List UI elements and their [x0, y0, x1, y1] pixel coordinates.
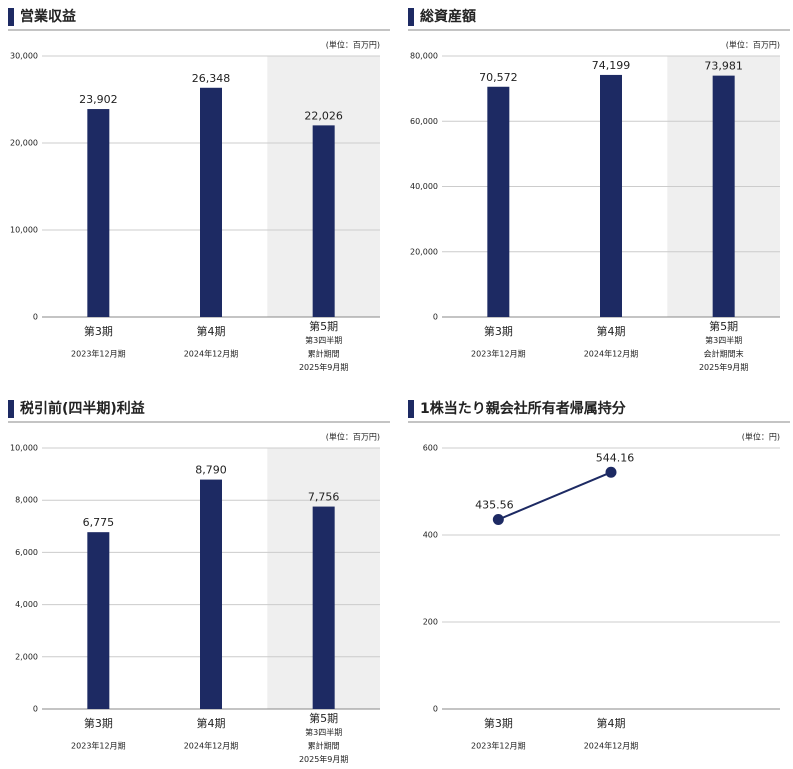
value-label: 544.16 [596, 451, 635, 464]
value-label: 22,026 [304, 109, 343, 122]
x-tick-label: 累計期間 [308, 349, 340, 359]
y-tick-label: 2,000 [15, 652, 38, 661]
x-tick-label: 第3四半期 [705, 335, 742, 345]
title-marker [408, 8, 414, 26]
y-tick-label: 20,000 [410, 247, 438, 256]
chart-title: 総資産額 [420, 8, 476, 25]
x-tick-label: 2023年12月期 [471, 349, 526, 359]
y-tick-label: 60,000 [410, 117, 438, 126]
bar [712, 75, 735, 317]
y-tick-label: 4,000 [15, 600, 38, 609]
x-tick-label: 第4期 [197, 324, 226, 338]
x-tick-label: 2023年12月期 [71, 741, 126, 751]
value-label: 8,790 [195, 464, 227, 477]
value-label: 70,572 [479, 71, 518, 84]
value-label: 23,902 [79, 93, 118, 106]
y-tick-label: 8,000 [15, 496, 38, 505]
x-tick-label: 2024年12月期 [584, 349, 639, 359]
chart-panel: 税引前(四半期)利益 (単位：百万円) 0 2,000 4,000 6,000 8,000 1… [8, 400, 390, 764]
x-tick-label: 会計期間末 [704, 349, 744, 359]
y-tick-label: 600 [423, 444, 438, 453]
title-marker [8, 8, 14, 26]
point [492, 514, 504, 526]
x-tick-label: 2024年12月期 [584, 741, 639, 751]
value-label: 26,348 [192, 72, 231, 85]
unit-label: (単位：百万円) [726, 40, 780, 50]
bar [200, 87, 222, 317]
chart-title: 1株当たり親会社所有者帰属持分 [420, 400, 626, 417]
value-label: 6,775 [83, 516, 115, 529]
chart-panel: 営業収益 (単位：百万円) 0 10,000 20,000 30,000 第3期 2023年1… [8, 8, 390, 372]
x-tick-label: 2023年12月期 [71, 349, 126, 359]
chart-title: 営業収益 [20, 8, 76, 25]
bar [87, 532, 110, 709]
y-tick-label: 80,000 [410, 52, 438, 61]
point [605, 466, 617, 478]
x-tick-label: 第5期 [309, 711, 338, 725]
chart-title: 税引前(四半期)利益 [20, 400, 145, 417]
value-label: 435.56 [475, 499, 514, 512]
y-tick-label: 10,000 [10, 226, 38, 235]
chart-panel: 1株当たり親会社所有者帰属持分 (単位：円) 0 200 400 600 第3期 2023年1… [408, 400, 790, 751]
value-label: 74,199 [592, 59, 631, 72]
y-tick-label: 0 [433, 313, 438, 322]
x-tick-label: 第4期 [597, 716, 626, 730]
bar [200, 479, 222, 709]
unit-label: (単位：百万円) [326, 40, 380, 50]
x-tick-label: 第3期 [84, 324, 113, 338]
x-tick-label: 第5期 [309, 319, 338, 333]
bar [487, 86, 510, 317]
x-tick-label: 第3四半期 [305, 727, 342, 737]
x-tick-label: 2025年9月期 [699, 362, 748, 372]
bar [87, 109, 110, 317]
value-label: 7,756 [308, 491, 340, 504]
x-tick-label: 第3四半期 [305, 335, 342, 345]
y-tick-label: 200 [423, 618, 438, 627]
x-tick-label: 2024年12月期 [184, 349, 239, 359]
y-tick-label: 6,000 [15, 548, 38, 557]
x-tick-label: 第4期 [597, 324, 626, 338]
x-tick-label: 2024年12月期 [184, 741, 239, 751]
x-tick-label: 第3期 [484, 716, 513, 730]
x-tick-label: 累計期間 [308, 741, 340, 751]
x-tick-label: 2025年9月期 [299, 754, 348, 764]
y-tick-label: 0 [33, 705, 38, 714]
y-tick-label: 40,000 [410, 182, 438, 191]
bar [312, 125, 335, 317]
bar [600, 74, 622, 317]
x-tick-label: 第3期 [84, 716, 113, 730]
title-marker [8, 400, 14, 418]
bar [312, 506, 335, 709]
y-tick-label: 20,000 [10, 139, 38, 148]
x-tick-label: 2023年12月期 [471, 741, 526, 751]
unit-label: (単位：百万円) [326, 432, 380, 442]
x-tick-label: 2025年9月期 [299, 362, 348, 372]
x-tick-label: 第4期 [197, 716, 226, 730]
y-tick-label: 0 [433, 705, 438, 714]
y-tick-label: 30,000 [10, 52, 38, 61]
unit-label: (単位：円) [742, 432, 780, 442]
line [497, 471, 612, 521]
y-tick-label: 400 [423, 531, 438, 540]
value-label: 73,981 [704, 60, 743, 73]
y-tick-label: 10,000 [10, 444, 38, 453]
title-marker [408, 400, 414, 418]
y-tick-label: 0 [33, 313, 38, 322]
x-tick-label: 第5期 [709, 319, 738, 333]
chart-panel: 総資産額 (単位：百万円) 0 20,000 40,000 60,000 80,000 第3期… [408, 8, 790, 372]
x-tick-label: 第3期 [484, 324, 513, 338]
